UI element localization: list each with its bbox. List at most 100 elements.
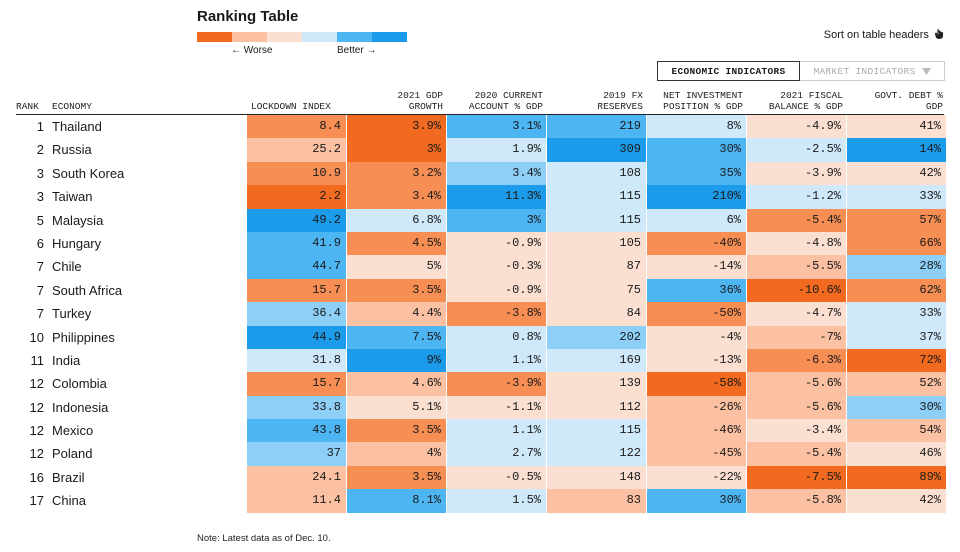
lockdown-index-cell: 2.2 bbox=[247, 185, 346, 209]
lockdown-index-cell: 44.7 bbox=[247, 255, 346, 279]
net-investment-cell: 30% bbox=[647, 489, 746, 513]
current-account-cell: -0.9% bbox=[447, 278, 546, 303]
fx-reserves-cell: 87 bbox=[547, 255, 646, 279]
economy-cell: South Africa bbox=[52, 282, 123, 298]
fx-reserves-cell: 148 bbox=[547, 465, 646, 490]
fx-reserves-cell: 202 bbox=[547, 325, 646, 349]
net-investment-cell: -26% bbox=[647, 395, 746, 420]
rank-cell: 17 bbox=[29, 493, 44, 509]
header-gdp-growth[interactable]: 2021 GDP GROWTH bbox=[397, 90, 443, 112]
fx-reserves-cell: 84 bbox=[547, 302, 646, 326]
header-economy[interactable]: ECONOMY bbox=[52, 101, 92, 112]
govt-debt-cell: 46% bbox=[847, 442, 946, 466]
header-govt-debt-line1: GOVT. DEBT % bbox=[874, 90, 943, 101]
legend-swatch bbox=[337, 32, 372, 42]
fx-reserves-cell: 112 bbox=[547, 395, 646, 420]
economy-cell: India bbox=[52, 352, 81, 368]
economy-cell: South Korea bbox=[52, 165, 125, 181]
gdp-growth-cell: 3.5% bbox=[347, 465, 446, 490]
net-investment-cell: -14% bbox=[647, 255, 746, 279]
current-account-cell: -3.8% bbox=[447, 302, 546, 326]
current-account-cell: -0.5% bbox=[447, 465, 546, 490]
govt-debt-cell: 28% bbox=[847, 255, 946, 279]
header-fiscal-balance-line1: 2021 FISCAL bbox=[780, 90, 843, 101]
lockdown-index-cell: 15.7 bbox=[247, 278, 346, 303]
header-fiscal-balance-line2: BALANCE % GDP bbox=[768, 101, 843, 112]
table-row: 12 Colombia 15.7 4.6% -3.9% 139 -58% -5.6% 52% bbox=[0, 372, 960, 396]
net-investment-cell: -50% bbox=[647, 302, 746, 326]
table-row: 2 Russia 25.2 3% 1.9% 309 30% -2.5% 14% bbox=[0, 138, 960, 162]
table-row: 16 Brazil 24.1 3.5% -0.5% 148 -22% -7.5% 89% bbox=[0, 465, 960, 490]
header-current-account[interactable]: 2020 CURRENT ACCOUNT % GDP bbox=[469, 90, 543, 112]
fiscal-balance-cell: -5.4% bbox=[747, 442, 846, 466]
net-investment-cell: 30% bbox=[647, 138, 746, 162]
current-account-cell: 2.7% bbox=[447, 442, 546, 466]
net-investment-cell: 8% bbox=[647, 115, 746, 139]
rank-cell: 16 bbox=[29, 469, 44, 485]
rank-cell: 1 bbox=[36, 119, 44, 134]
fx-reserves-cell: 139 bbox=[547, 372, 646, 396]
current-account-cell: -0.9% bbox=[447, 231, 546, 256]
header-fx-reserves[interactable]: 2019 FX RESERVES bbox=[597, 90, 643, 112]
lockdown-index-cell: 24.1 bbox=[247, 465, 346, 490]
govt-debt-cell: 33% bbox=[847, 302, 946, 326]
header-rank[interactable]: RANK bbox=[16, 101, 39, 112]
table-row: 7 Turkey 36.4 4.4% -3.8% 84 -50% -4.7% 33% bbox=[0, 302, 960, 326]
economy-cell: Colombia bbox=[52, 376, 107, 392]
fiscal-balance-cell: -5.5% bbox=[747, 255, 846, 279]
economic-indicators-tab[interactable]: ECONOMIC INDICATORS bbox=[657, 61, 800, 81]
table-row: 3 South Korea 10.9 3.2% 3.4% 108 35% -3.9% 42% bbox=[0, 161, 960, 186]
economy-cell: Taiwan bbox=[52, 189, 93, 205]
fx-reserves-cell: 219 bbox=[547, 115, 646, 139]
economy-cell: Chile bbox=[52, 259, 82, 275]
table-body: 1 Thailand 8.4 3.9% 3.1% 219 8% -4.9% 41% 2 Russia… bbox=[0, 115, 960, 513]
current-account-cell: 0.8% bbox=[447, 325, 546, 349]
header-current-account-line2: ACCOUNT % GDP bbox=[468, 101, 543, 112]
header-fiscal-balance[interactable]: 2021 FISCAL BALANCE % GDP bbox=[769, 90, 843, 112]
footnote: Note: Latest data as of Dec. 10. bbox=[197, 533, 331, 544]
gdp-growth-cell: 3% bbox=[347, 138, 446, 162]
header-lockdown-index[interactable]: LOCKDOWN INDEX bbox=[251, 101, 331, 112]
economy-cell: Mexico bbox=[52, 423, 94, 439]
govt-debt-cell: 37% bbox=[847, 325, 946, 349]
fiscal-balance-cell: -5.6% bbox=[747, 372, 846, 396]
table-row: 17 China 11.4 8.1% 1.5% 83 30% -5.8% 42% bbox=[0, 489, 960, 513]
gdp-growth-cell: 3.4% bbox=[347, 185, 446, 209]
table-row: 1 Thailand 8.4 3.9% 3.1% 219 8% -4.9% 41% bbox=[0, 115, 960, 139]
fiscal-balance-cell: -10.6% bbox=[747, 278, 846, 303]
header-govt-debt[interactable]: GOVT. DEBT % GDP bbox=[875, 90, 943, 112]
economy-cell: Indonesia bbox=[52, 399, 109, 415]
economy-cell: Brazil bbox=[52, 469, 85, 485]
header-fx-reserves-line1: 2019 FX bbox=[603, 90, 643, 101]
sort-hint: Sort on table headers bbox=[824, 28, 944, 41]
table-row: 5 Malaysia 49.2 6.8% 3% 115 6% -5.4% 57% bbox=[0, 208, 960, 232]
table-row: 6 Hungary 41.9 4.5% -0.9% 105 -40% -4.8% 66% bbox=[0, 231, 960, 256]
lockdown-index-cell: 25.2 bbox=[247, 138, 346, 162]
header-net-investment-line1: NET INVESTMENT bbox=[663, 90, 743, 101]
rank-cell: 3 bbox=[36, 189, 44, 205]
gdp-growth-cell: 3.5% bbox=[347, 419, 446, 443]
header-govt-debt-line2: GDP bbox=[925, 101, 943, 112]
fx-reserves-cell: 115 bbox=[547, 419, 646, 443]
govt-debt-cell: 33% bbox=[847, 185, 946, 209]
lockdown-index-cell: 11.4 bbox=[247, 489, 346, 513]
net-investment-cell: -45% bbox=[647, 442, 746, 466]
current-account-cell: 1.1% bbox=[447, 419, 546, 443]
fiscal-balance-cell: -4.8% bbox=[747, 231, 846, 256]
gdp-growth-cell: 3.2% bbox=[347, 161, 446, 186]
fiscal-balance-cell: -3.4% bbox=[747, 419, 846, 443]
economy-cell: Turkey bbox=[52, 306, 92, 322]
economy-cell: Philippines bbox=[52, 329, 115, 345]
lockdown-index-cell: 15.7 bbox=[247, 372, 346, 396]
header-net-investment[interactable]: NET INVESTMENT POSITION % GDP bbox=[663, 90, 743, 112]
rank-cell: 6 bbox=[36, 235, 44, 251]
table-header: RANK ECONOMY LOCKDOWN INDEX 2021 GDP GRO… bbox=[0, 86, 960, 114]
table-row: 3 Taiwan 2.2 3.4% 11.3% 115 210% -1.2% 33% bbox=[0, 185, 960, 209]
lockdown-index-cell: 41.9 bbox=[247, 231, 346, 256]
table-row: 12 Indonesia 33.8 5.1% -1.1% 112 -26% -5.6% 30% bbox=[0, 395, 960, 420]
current-account-cell: 1.9% bbox=[447, 138, 546, 162]
govt-debt-cell: 52% bbox=[847, 372, 946, 396]
market-indicators-tab[interactable]: MARKET INDICATORS bbox=[800, 61, 945, 81]
govt-debt-cell: 14% bbox=[847, 138, 946, 162]
gdp-growth-cell: 9% bbox=[347, 348, 446, 373]
